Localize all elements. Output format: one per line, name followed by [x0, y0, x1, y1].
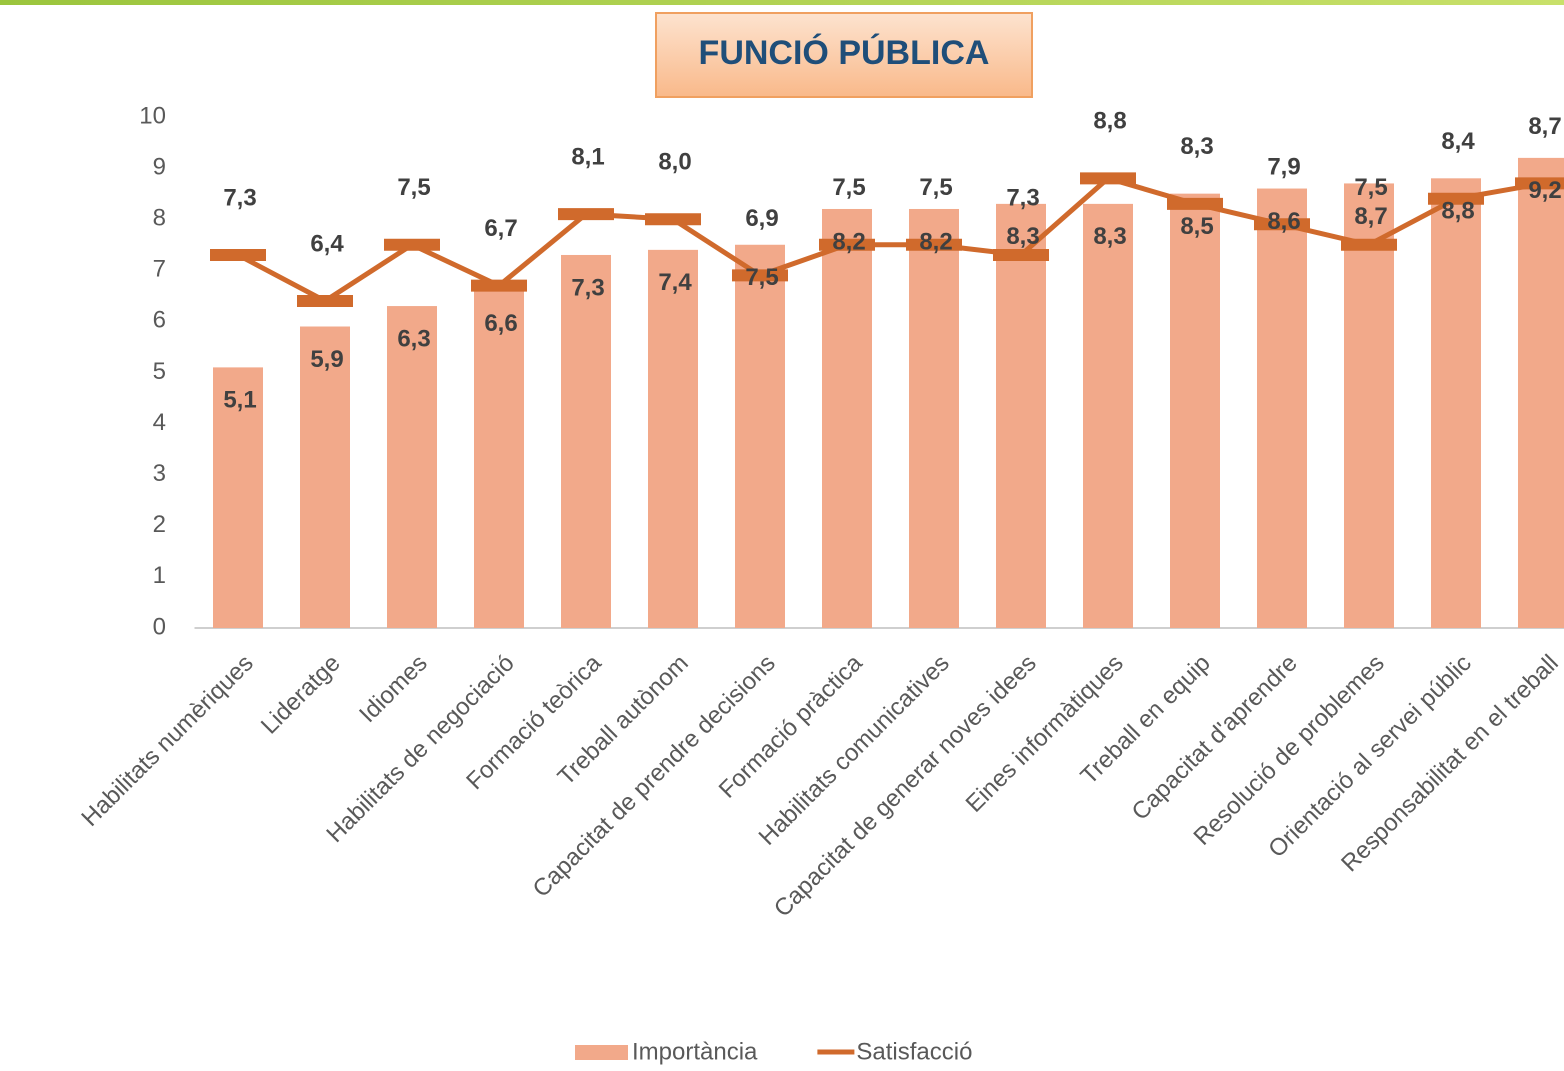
data-label: 8,7 [1528, 113, 1561, 140]
y-tick-label: 5 [153, 358, 166, 385]
bar [561, 254, 611, 628]
bar [735, 244, 785, 628]
data-label: 7,5 [832, 174, 865, 201]
data-label: 8,7 [1354, 203, 1387, 230]
x-tick-label: Habilitats numèriques [76, 650, 258, 832]
data-label: 8,3 [1006, 223, 1039, 250]
data-label: 7,3 [223, 184, 256, 211]
y-tick-label: 0 [153, 613, 166, 640]
bar [1083, 203, 1133, 628]
data-label: 6,6 [484, 310, 517, 337]
bar [1257, 188, 1307, 629]
data-label: 7,5 [919, 174, 952, 201]
data-label: 6,3 [397, 325, 430, 352]
data-label: 5,9 [310, 346, 343, 373]
x-tick-label: Capacitat d'aprendre [1127, 650, 1303, 826]
data-label: 8,8 [1441, 198, 1474, 225]
x-tick-label: Formació pràctica [714, 649, 868, 803]
data-label: 8,8 [1093, 108, 1126, 135]
data-label: 9,2 [1528, 177, 1561, 204]
bar [300, 326, 350, 628]
y-tick-label: 4 [153, 409, 166, 436]
legend-label: Satisfacció [856, 1038, 972, 1065]
data-label: 6,4 [310, 230, 344, 257]
data-label: 8,2 [832, 228, 865, 255]
x-tick-label: Lideratge [256, 650, 346, 740]
bar [1344, 183, 1394, 628]
data-label: 7,3 [571, 274, 604, 301]
data-label: 8,0 [658, 149, 691, 176]
data-label: 8,6 [1267, 208, 1300, 235]
top-band [0, 0, 1564, 5]
y-tick-label: 7 [153, 256, 166, 283]
bar [1431, 178, 1481, 628]
data-label: 7,5 [745, 264, 778, 291]
y-tick-label: 9 [153, 153, 166, 180]
title-box [655, 12, 1033, 98]
data-label: 8,3 [1180, 133, 1213, 160]
data-label: 7,4 [658, 269, 692, 296]
bar [996, 203, 1046, 628]
x-tick-label: Eines informàtiques [961, 650, 1129, 818]
data-label: 7,5 [397, 174, 430, 201]
data-label: 6,9 [745, 205, 778, 232]
legend-swatch [575, 1045, 628, 1060]
y-tick-label: 10 [139, 102, 166, 129]
y-tick-label: 8 [153, 205, 166, 232]
data-label: 8,4 [1441, 128, 1475, 155]
y-tick-label: 6 [153, 307, 166, 334]
bar [213, 367, 263, 628]
bar [474, 290, 524, 628]
data-label: 8,1 [571, 143, 604, 170]
bar [1518, 157, 1564, 628]
legend-label: Importància [632, 1038, 758, 1065]
data-label: 7,3 [1006, 184, 1039, 211]
y-tick-label: 2 [153, 511, 166, 538]
data-label: 8,5 [1180, 213, 1213, 240]
data-label: 7,5 [1354, 174, 1387, 201]
y-tick-label: 3 [153, 460, 166, 487]
x-tick-label: Idiomes [354, 650, 433, 729]
bar [822, 208, 872, 629]
data-label: 6,7 [484, 215, 517, 242]
bar [1170, 193, 1220, 628]
data-label: 8,2 [919, 228, 952, 255]
y-tick-label: 1 [153, 562, 166, 589]
bar [387, 306, 437, 628]
bar [648, 249, 698, 629]
chart-title: FUNCIÓ PÚBLICA [699, 34, 990, 72]
data-label: 8,3 [1093, 223, 1126, 250]
bar [909, 208, 959, 629]
data-label: 7,9 [1267, 154, 1300, 181]
data-label: 5,1 [223, 387, 256, 414]
line [236, 175, 1544, 304]
